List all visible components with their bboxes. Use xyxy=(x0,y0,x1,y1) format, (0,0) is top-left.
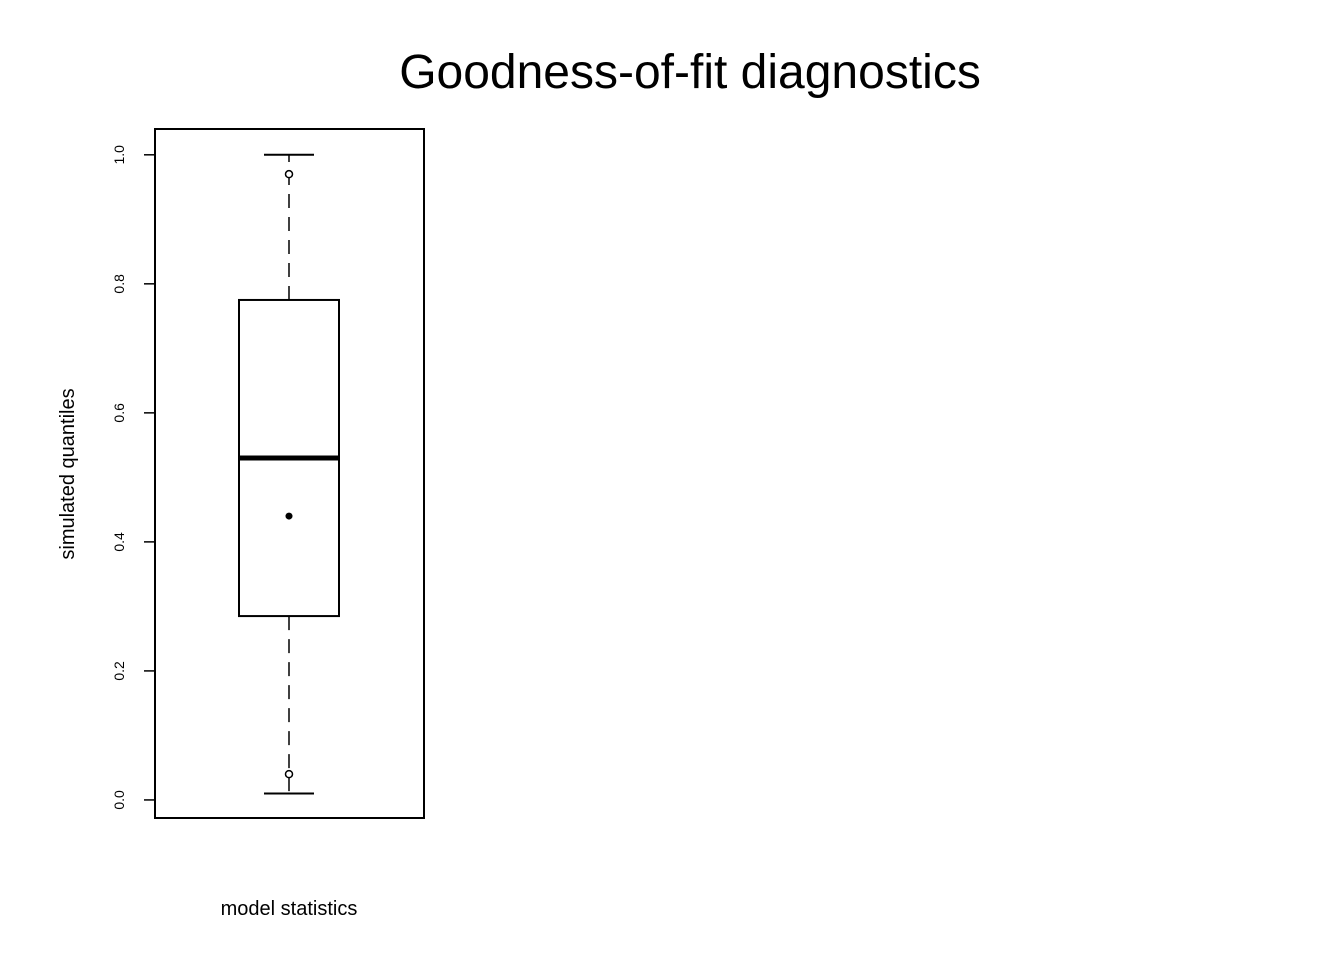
y-tick-label: 0.8 xyxy=(111,274,127,294)
y-tick-label: 1.0 xyxy=(111,145,127,165)
x-axis-label: model statistics xyxy=(221,898,358,920)
y-tick-label: 0.4 xyxy=(111,532,127,552)
box-element xyxy=(238,153,340,795)
chart-title: Goodness-of-fit diagnostics xyxy=(399,46,981,99)
y-tick-label: 0.6 xyxy=(111,403,127,423)
y-axis-label: simulated quantiles xyxy=(57,388,79,559)
y-tick-label: 0.2 xyxy=(111,661,127,681)
open-point xyxy=(284,769,294,779)
open-point xyxy=(284,169,294,179)
y-tick-label: 0.0 xyxy=(111,790,127,810)
y-axis: 0.0 0.2 0.4 0.6 0.8 1.0 xyxy=(111,145,156,810)
filled-point xyxy=(285,512,293,520)
